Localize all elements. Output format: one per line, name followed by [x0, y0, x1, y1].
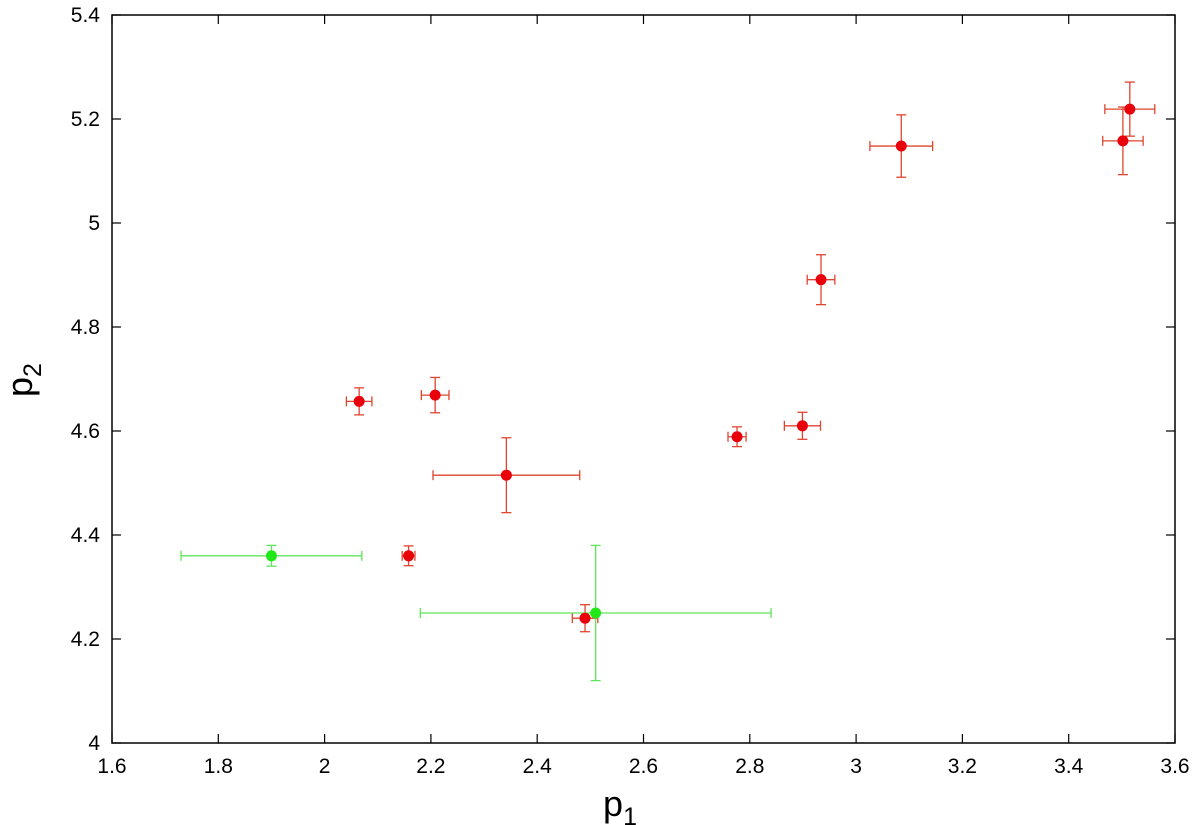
x-tick-label: 3.2: [948, 755, 977, 778]
x-tick-label: 2.2: [416, 755, 445, 778]
plot-frame: [111, 14, 1176, 744]
data-point: [429, 389, 441, 401]
data-point: [815, 274, 827, 286]
y-tick-label: 4.6: [71, 420, 100, 443]
data-points: [265, 103, 1136, 624]
data-point: [1117, 135, 1129, 147]
data-point: [579, 612, 591, 624]
x-tick-label: 2.6: [629, 755, 658, 778]
x-tick-label: 2: [319, 755, 331, 778]
data-point: [265, 550, 277, 562]
y-tick-label: 4.8: [71, 316, 100, 339]
x-tick-label: 3: [850, 755, 862, 778]
x-tick-label: 2.4: [523, 755, 553, 778]
y-tick-label: 5: [88, 212, 100, 235]
data-point: [731, 431, 743, 443]
axis-ticks: [111, 14, 1176, 744]
error-bars: [180, 81, 1156, 682]
data-point: [1124, 103, 1136, 115]
data-point: [895, 140, 907, 152]
tick-labels: 1.6 1.8 2 2.2 2.4 2.6 2.8 3 3.2 3.4 3.6 4 4.2 4.4 4.6 4…: [71, 4, 1190, 778]
x-tick-label: 1.8: [204, 755, 233, 778]
y-tick-label: 4.2: [71, 628, 100, 651]
x-axis-label: p1: [603, 783, 637, 825]
data-point: [796, 420, 808, 432]
x-tick-label: 2.8: [735, 755, 764, 778]
y-axis-label: p2: [0, 363, 47, 397]
x-tick-label: 1.6: [97, 755, 126, 778]
y-tick-label: 4: [88, 732, 100, 755]
y-axis-label-subscript: 2: [19, 363, 47, 377]
y-tick-label: 4.4: [71, 524, 101, 547]
data-point: [590, 607, 602, 619]
y-tick-label: 5.4: [71, 4, 101, 27]
y-axis-label-main: p: [0, 377, 40, 397]
data-point: [353, 395, 365, 407]
x-tick-label: 3.6: [1160, 755, 1189, 778]
y-tick-label: 5.2: [71, 108, 100, 131]
x-tick-label: 3.4: [1054, 755, 1084, 778]
x-axis-label-subscript: 1: [623, 803, 637, 825]
data-point: [403, 550, 415, 562]
x-axis-label-main: p: [603, 783, 623, 824]
data-point: [500, 469, 512, 481]
